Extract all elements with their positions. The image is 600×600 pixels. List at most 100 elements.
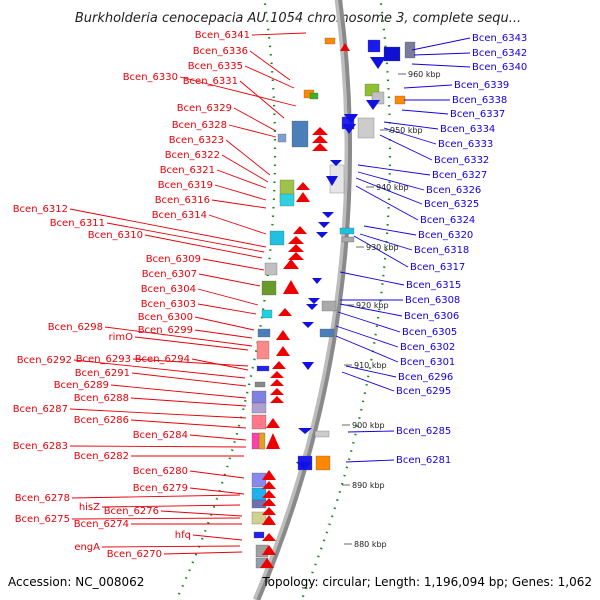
gene-label-left[interactable]: Bcen_6292 — [17, 355, 72, 366]
left-label-connector — [214, 184, 267, 201]
gene-label-left[interactable]: Bcen_6284 — [133, 430, 188, 441]
gene-label-right[interactable]: Bcen_6326 — [426, 185, 481, 196]
gene-label-left[interactable]: Bcen_6321 — [160, 165, 215, 176]
right-label-connector — [345, 365, 397, 378]
gene-label-left[interactable]: Bcen_6335 — [188, 61, 243, 72]
gene-block — [261, 280, 277, 296]
gene-label-left[interactable]: Bcen_6294 — [135, 354, 190, 365]
gene-label-left[interactable]: Bcen_6298 — [48, 322, 103, 333]
left-label-connector — [101, 545, 241, 548]
gene-label-right[interactable]: Bcen_6302 — [400, 342, 455, 353]
gene-label-left[interactable]: Bcen_6330 — [123, 72, 178, 83]
gene-label-left[interactable]: Bcen_6288 — [74, 393, 129, 404]
gene-label-left[interactable]: Bcen_6329 — [177, 103, 232, 114]
left-label-connector — [228, 124, 277, 138]
gene-label-left[interactable]: Bcen_6309 — [146, 254, 201, 265]
gene-block — [254, 381, 266, 388]
gene-label-left[interactable]: Bcen_6303 — [141, 299, 196, 310]
gene-label-left[interactable]: Bcen_6328 — [172, 120, 227, 131]
gene-label-left[interactable]: Bcen_6323 — [169, 135, 224, 146]
gene-label-left[interactable]: Bcen_6312 — [13, 204, 68, 215]
gene-label-right[interactable]: Bcen_6324 — [420, 215, 475, 226]
gene-label-right[interactable]: Bcen_6325 — [424, 199, 479, 210]
gene-label-right[interactable]: Bcen_6333 — [438, 139, 493, 150]
gene-label-left[interactable]: Bcen_6293 — [76, 354, 131, 365]
right-label-connector — [339, 271, 405, 286]
gene-label-left[interactable]: Bcen_6304 — [141, 284, 196, 295]
gene-label-right[interactable]: Bcen_6338 — [452, 95, 507, 106]
gene-label-left[interactable]: Bcen_6276 — [104, 506, 159, 517]
right-label-connector — [339, 303, 403, 317]
gene-label-left[interactable]: Bcen_6274 — [74, 519, 129, 530]
gene-label-right[interactable]: Bcen_6308 — [405, 295, 460, 306]
gene-label-left[interactable]: Bcen_6341 — [195, 30, 250, 41]
gene-label-left[interactable]: Bcen_6300 — [138, 312, 193, 323]
gene-label-left[interactable]: engA — [74, 542, 100, 553]
gene-label-left[interactable]: Bcen_6316 — [155, 195, 210, 206]
gene-label-left[interactable]: Bcen_6307 — [142, 269, 197, 280]
left-label-connector — [130, 397, 247, 407]
left-label-connector — [101, 504, 241, 508]
gene-label-right[interactable]: Bcen_6315 — [406, 280, 461, 291]
gene-label-left[interactable]: Bcen_6279 — [133, 483, 188, 494]
gene-label-left[interactable]: Bcen_6286 — [74, 415, 129, 426]
gene-block — [277, 133, 287, 143]
gene-label-left[interactable]: Bcen_6275 — [15, 514, 70, 525]
gene-label-left[interactable]: Bcen_6331 — [183, 76, 238, 87]
gene-label-right[interactable]: Bcen_6327 — [432, 170, 487, 181]
gene-label-left[interactable]: Bcen_6299 — [138, 325, 193, 336]
gene-label-left[interactable]: Bcen_6289 — [54, 380, 109, 391]
gene-label-left[interactable]: Bcen_6287 — [13, 404, 68, 415]
gene-label-right[interactable]: Bcen_6296 — [398, 372, 453, 383]
gene-label-right[interactable]: Bcen_6285 — [396, 426, 451, 437]
forward-gene-arrow — [270, 371, 284, 378]
gene-block — [404, 41, 416, 59]
gene-label-left[interactable]: Bcen_6291 — [75, 368, 130, 379]
reverse-gene-arrow — [326, 176, 338, 186]
right-label-connector — [345, 459, 395, 463]
gene-label-right[interactable]: Bcen_6343 — [472, 33, 527, 44]
gene-label-left[interactable]: hisZ — [79, 502, 100, 513]
gene-label-left[interactable]: rimO — [108, 332, 133, 343]
right-gene-labels[interactable]: Bcen_6343 Bcen_6342 Bcen_6340 Bcen_6339 Bcen… — [396, 33, 527, 466]
gene-label-left[interactable]: Bcen_6314 — [152, 210, 207, 221]
gene-block — [251, 487, 267, 501]
gene-block — [309, 92, 319, 100]
gene-label-left[interactable]: Bcen_6283 — [13, 441, 68, 452]
right-label-connector — [363, 225, 417, 236]
gene-label-left[interactable]: Bcen_6282 — [74, 451, 129, 462]
right-label-connector — [335, 335, 399, 363]
gene-label-left[interactable]: Bcen_6270 — [107, 549, 162, 560]
gene-label-right[interactable]: Bcen_6342 — [472, 48, 527, 59]
gene-label-left[interactable]: Bcen_6310 — [88, 230, 143, 241]
gene-label-right[interactable]: Bcen_6295 — [396, 386, 451, 397]
gene-label-right[interactable]: Bcen_6305 — [402, 327, 457, 338]
gene-label-right[interactable]: Bcen_6337 — [450, 109, 505, 120]
reverse-gene-arrow — [302, 362, 314, 370]
gene-label-right[interactable]: Bcen_6340 — [472, 62, 527, 73]
left-gene-labels[interactable]: Bcen_6341 Bcen_6336 Bcen_6335 Bcen_6330 Bcen… — [13, 30, 250, 560]
left-label-connector — [194, 329, 253, 339]
gene-label-left[interactable]: Bcen_6319 — [158, 180, 213, 191]
gene-label-left[interactable]: hfq — [175, 530, 191, 541]
gene-label-left[interactable]: Bcen_6278 — [15, 493, 70, 504]
chromosome-backbone — [256, 0, 352, 600]
kbp-tick-label: 890 kbp — [352, 481, 385, 490]
forward-gene-arrow — [262, 481, 276, 489]
gene-label-right[interactable]: Bcen_6332 — [434, 155, 489, 166]
gene-label-right[interactable]: Bcen_6306 — [404, 311, 459, 322]
gene-label-left[interactable]: Bcen_6280 — [133, 466, 188, 477]
reverse-gene-arrow — [322, 212, 334, 218]
gene-label-left[interactable]: Bcen_6322 — [165, 150, 220, 161]
left-label-connector — [197, 288, 259, 306]
gene-label-right[interactable]: Bcen_6334 — [440, 124, 495, 135]
gene-label-right[interactable]: Bcen_6281 — [396, 455, 451, 466]
gene-label-left[interactable]: Bcen_6311 — [50, 218, 105, 229]
gene-label-right[interactable]: Bcen_6317 — [410, 262, 465, 273]
gene-label-right[interactable]: Bcen_6339 — [454, 80, 509, 91]
gene-label-right[interactable]: Bcen_6318 — [414, 245, 469, 256]
gene-label-right[interactable]: Bcen_6320 — [418, 230, 473, 241]
gene-label-left[interactable]: Bcen_6336 — [193, 46, 248, 57]
gene-label-right[interactable]: Bcen_6301 — [400, 357, 455, 368]
